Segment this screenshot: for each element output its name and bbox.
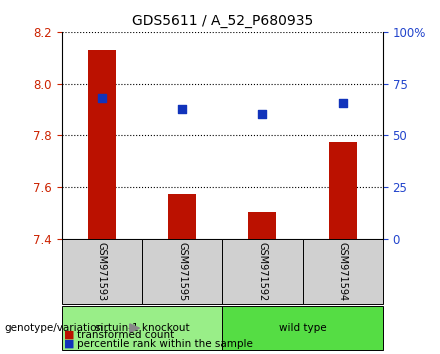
Text: GSM971595: GSM971595 xyxy=(177,241,187,301)
Text: wild type: wild type xyxy=(279,323,326,333)
Text: sirtuin-1 knockout: sirtuin-1 knockout xyxy=(95,323,189,333)
Point xyxy=(179,107,186,112)
Bar xyxy=(142,239,222,304)
Bar xyxy=(62,239,142,304)
Title: GDS5611 / A_52_P680935: GDS5611 / A_52_P680935 xyxy=(132,14,313,28)
Text: GSM971592: GSM971592 xyxy=(257,241,268,301)
Bar xyxy=(88,50,116,239)
Bar xyxy=(168,194,196,239)
Bar xyxy=(62,306,222,350)
Bar xyxy=(222,306,383,350)
Bar xyxy=(248,212,276,239)
Bar xyxy=(222,239,303,304)
Text: genotype/variation: genotype/variation xyxy=(4,323,103,333)
Text: percentile rank within the sample: percentile rank within the sample xyxy=(77,339,253,349)
Bar xyxy=(329,142,357,239)
Text: ■: ■ xyxy=(64,339,74,349)
Point xyxy=(98,95,105,101)
Text: GSM971594: GSM971594 xyxy=(337,242,348,301)
Text: ■: ■ xyxy=(64,330,74,339)
Polygon shape xyxy=(130,324,139,332)
Bar xyxy=(303,239,383,304)
Point xyxy=(259,111,266,116)
Text: GSM971593: GSM971593 xyxy=(97,242,107,301)
Point xyxy=(339,101,346,106)
Text: transformed count: transformed count xyxy=(77,330,174,339)
